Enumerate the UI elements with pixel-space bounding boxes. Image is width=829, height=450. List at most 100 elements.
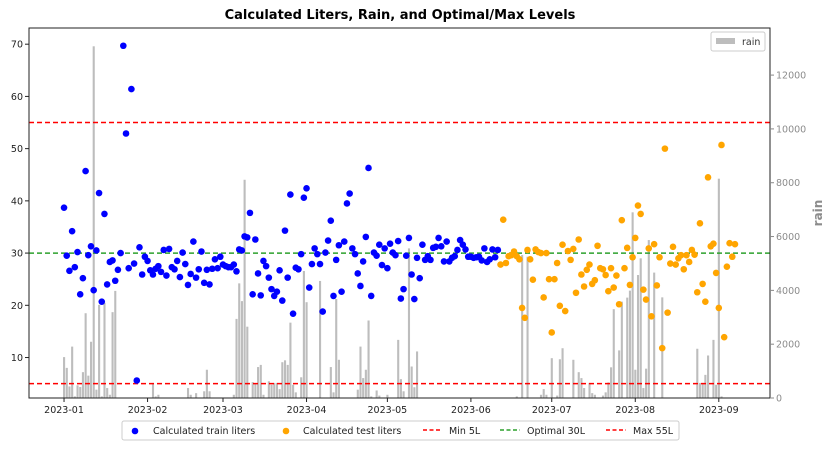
train-point — [405, 234, 413, 242]
train-point — [171, 265, 178, 273]
train-point — [176, 273, 184, 281]
rain-bar — [577, 372, 580, 398]
test-point — [567, 256, 574, 264]
train-point — [173, 257, 181, 265]
test-point — [543, 249, 550, 257]
train-point — [60, 204, 68, 211]
train-point — [489, 246, 496, 253]
test-point — [726, 239, 733, 247]
train-point — [316, 260, 324, 268]
rain-bar — [696, 348, 699, 398]
train-point — [243, 234, 251, 241]
y-right-tick-label: 10000 — [776, 124, 806, 135]
train-point — [87, 242, 95, 250]
rain-bar — [634, 369, 637, 398]
train-point — [246, 209, 254, 217]
train-point — [84, 251, 92, 259]
test-point — [710, 240, 717, 247]
rain-bar — [367, 320, 370, 398]
test-point — [731, 240, 739, 248]
y-right-tick-label: 2000 — [776, 340, 800, 351]
train-point — [200, 279, 208, 287]
test-point — [580, 283, 588, 290]
x-tick-label: 2023-08 — [615, 405, 655, 416]
train-point — [322, 249, 329, 256]
test-point — [661, 145, 669, 152]
train-point — [408, 271, 415, 278]
rain-bar — [526, 256, 529, 398]
y-tick-label: 30 — [11, 249, 23, 260]
rain-bar — [203, 391, 206, 398]
rain-bar — [273, 382, 276, 398]
test-point — [526, 256, 534, 263]
rain-bar — [232, 394, 235, 398]
test-point — [545, 275, 553, 283]
train-point — [311, 245, 318, 252]
x-tick-label: 2023-07 — [532, 405, 572, 416]
train-point — [90, 286, 97, 294]
train-point — [76, 291, 84, 298]
train-point — [117, 249, 124, 257]
train-point — [440, 258, 448, 265]
train-point — [486, 256, 494, 263]
rain-bar — [386, 394, 389, 398]
train-point — [478, 257, 485, 264]
y-right-tick-label: 4000 — [776, 286, 800, 297]
rain-bar — [92, 46, 95, 398]
test-point — [578, 271, 585, 278]
test-point — [629, 253, 636, 261]
test-point — [553, 259, 561, 267]
train-point — [435, 234, 442, 242]
legend-min-label: Min 5L — [449, 426, 481, 437]
plot-frame — [28, 27, 771, 399]
y-axis-right-label: rain — [811, 200, 825, 227]
test-point — [591, 276, 599, 284]
train-point — [66, 267, 73, 275]
rain-bar — [186, 388, 190, 398]
rain-bar — [103, 302, 106, 398]
train-point — [122, 130, 130, 137]
legend-test-label: Calculated test liters — [303, 426, 401, 437]
rain-bar — [583, 388, 586, 398]
train-point — [160, 246, 168, 254]
y-right-tick-label: 6000 — [776, 232, 800, 243]
x-tick-label: 2023-02 — [128, 405, 168, 416]
test-point — [618, 216, 626, 224]
test-point — [704, 174, 712, 181]
y-axis-left: 10 20 30 40 50 60 70 — [11, 40, 29, 364]
train-point — [214, 264, 221, 272]
train-point — [402, 252, 410, 259]
train-point — [278, 297, 286, 304]
test-point — [524, 246, 531, 254]
rain-bar — [254, 383, 257, 398]
train-point — [136, 244, 143, 251]
train-point — [451, 252, 459, 260]
rain-bar — [636, 275, 640, 398]
train-point — [198, 248, 205, 255]
rain-bar — [612, 309, 615, 398]
x-tick-label: 2023-05 — [368, 405, 408, 416]
legend-main: Calculated train liters Calculated test … — [121, 420, 680, 441]
legend-train-marker — [131, 427, 139, 435]
train-point — [203, 266, 211, 274]
rain-bar — [302, 270, 305, 398]
rain-bar — [87, 375, 90, 398]
train-point — [319, 308, 327, 315]
test-point — [569, 245, 577, 253]
train-point — [163, 272, 170, 279]
rain-bar — [235, 318, 238, 398]
train-point — [93, 247, 100, 254]
train-point — [432, 243, 440, 251]
scatter-points — [60, 42, 739, 384]
legend-rain-label: rain — [742, 37, 760, 48]
rain-bar — [195, 393, 198, 398]
rain-bar — [720, 396, 723, 398]
test-point — [650, 240, 658, 248]
test-point — [521, 314, 529, 322]
rain-bar — [707, 355, 710, 398]
rain-bar — [337, 359, 340, 398]
test-point — [607, 264, 615, 272]
rain-bar — [402, 391, 405, 398]
train-point — [206, 281, 213, 288]
test-point — [683, 251, 690, 259]
